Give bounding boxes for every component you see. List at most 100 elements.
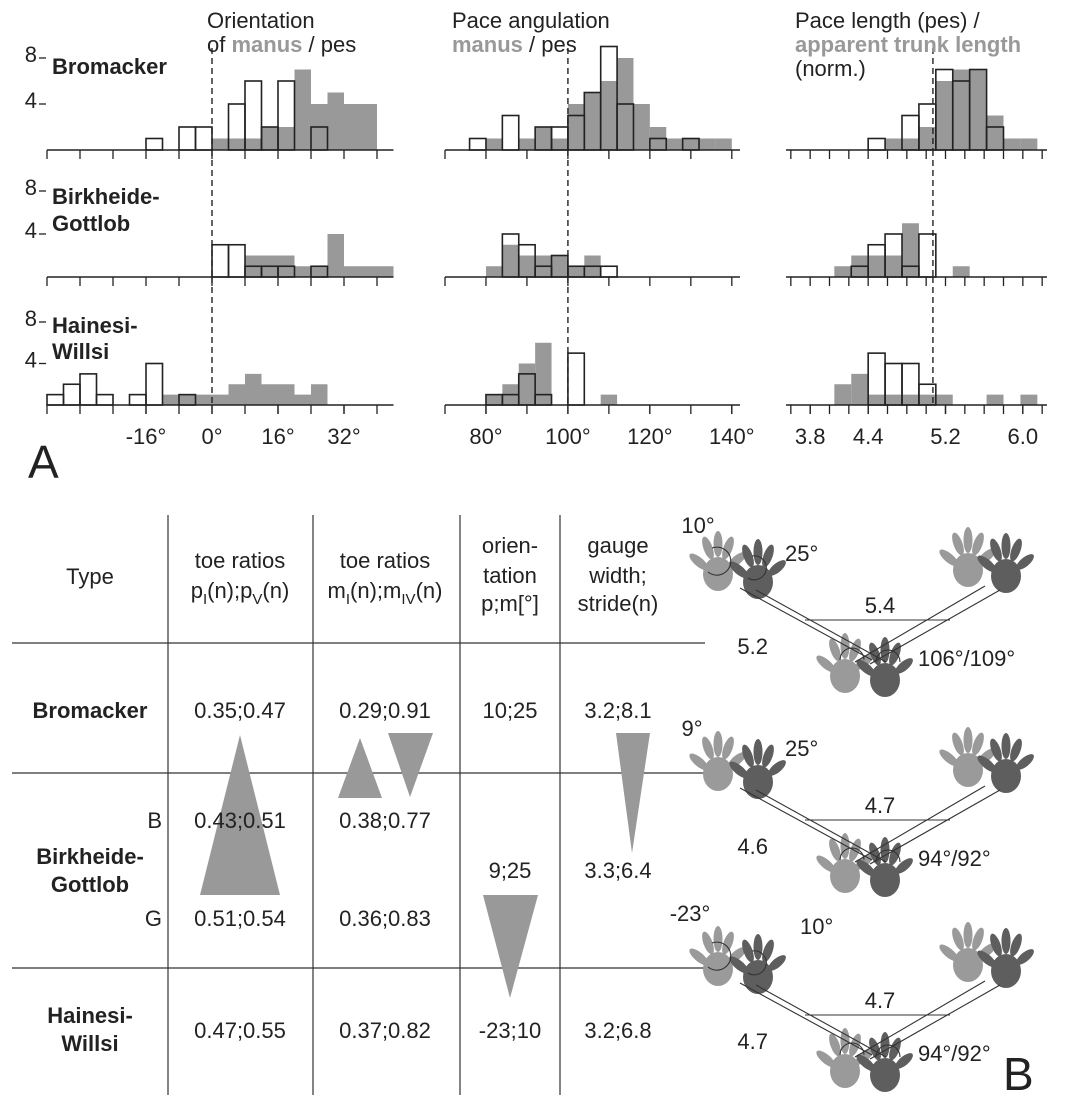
bar-outline — [501, 114, 520, 151]
x-tick-label: 140° — [709, 424, 755, 449]
table-cell: 0.38;0.77 — [339, 808, 431, 833]
panel-title: Pace length (pes) / — [795, 8, 981, 33]
pace-angle-label: 106°/109° — [918, 646, 1015, 671]
trackway-line — [854, 585, 986, 663]
title-text: Pace length (pes) / — [795, 8, 981, 33]
bar-filled — [311, 266, 328, 277]
table-cell: 0.51;0.54 — [194, 906, 286, 931]
bar-filled — [162, 394, 179, 405]
bar-filled — [551, 255, 568, 277]
bar-filled — [278, 127, 295, 150]
header-subscript: I — [203, 591, 207, 608]
stride-label: 4.7 — [737, 1029, 768, 1054]
header-subscript: IV — [401, 591, 415, 608]
x-tick-label: 0° — [201, 424, 222, 449]
header-cell: orien- — [482, 533, 538, 558]
header-text: (n);p — [207, 578, 252, 603]
x-tick-label: 80° — [469, 424, 502, 449]
row-label: Willsi — [52, 339, 109, 364]
bar-outline — [468, 137, 487, 151]
bar-filled — [485, 138, 503, 150]
bar-filled — [699, 138, 716, 150]
panel-label: A — [28, 436, 59, 488]
trackway-line — [755, 984, 887, 1058]
bar-filled — [868, 255, 886, 277]
row-label: Willsi — [61, 1031, 118, 1056]
bar-filled — [377, 266, 394, 277]
bar-filled — [902, 223, 919, 277]
title-text: Orientation — [207, 8, 315, 33]
bar-filled — [485, 394, 503, 405]
bar-filled — [261, 127, 278, 150]
bar-outline — [79, 373, 98, 406]
angle-label: -23° — [670, 901, 711, 926]
angle-label: 10° — [681, 513, 714, 538]
footprint — [686, 531, 749, 591]
bar-outline — [145, 362, 164, 406]
footprint — [974, 928, 1037, 988]
bar-filled — [294, 266, 311, 277]
y-tick-label: 4 — [25, 88, 37, 113]
title-highlight: apparent trunk length — [795, 32, 1021, 57]
footprint — [853, 1032, 916, 1092]
trackway-line — [854, 980, 986, 1058]
bar-filled — [535, 127, 552, 150]
angle-arc — [839, 647, 865, 661]
histogram-panel — [444, 150, 740, 286]
bar-outline — [227, 243, 246, 278]
angle-arc — [839, 1042, 865, 1056]
footprint — [726, 739, 789, 799]
angle-arc — [707, 546, 732, 576]
bar-filled — [327, 92, 344, 150]
header-cell: toe ratios — [340, 548, 431, 573]
bar-filled — [633, 104, 650, 150]
panel-title: apparent trunk length — [795, 32, 1021, 57]
bar-outline — [178, 126, 197, 151]
bar-filled — [584, 92, 601, 150]
bar-filled — [567, 104, 585, 150]
bar-filled — [885, 255, 902, 277]
header-cell: mI(n);mIV(n) — [328, 578, 443, 609]
bar-filled — [485, 266, 503, 277]
bar-filled — [294, 394, 311, 405]
bar-outline — [128, 393, 147, 406]
bar-filled — [278, 384, 295, 405]
header-subscript: I — [346, 591, 350, 608]
footprint — [936, 527, 999, 587]
trackway-line — [755, 789, 887, 863]
bar-filled — [518, 363, 536, 405]
table-cell: 0.29;0.91 — [339, 698, 431, 723]
row-label: Hainesi- — [52, 313, 138, 338]
bar-filled — [344, 104, 361, 150]
bar-filled — [918, 127, 936, 150]
stride-label: 5.2 — [737, 634, 768, 659]
bar-filled — [885, 138, 902, 150]
bar-filled — [535, 342, 552, 405]
bar-outline — [567, 352, 586, 406]
header-subscript: V — [252, 591, 262, 608]
bar-filled — [935, 394, 953, 405]
header-text: (n);m — [350, 578, 401, 603]
footprint — [853, 637, 916, 697]
bar-filled — [952, 69, 970, 150]
panel-title: of manus / pes — [207, 32, 356, 57]
bar-filled — [344, 266, 361, 277]
bar-filled — [212, 394, 229, 405]
angle-label: 10° — [800, 914, 833, 939]
bar-filled — [834, 384, 852, 405]
trend-triangle — [388, 733, 433, 797]
stride-label: 4.6 — [737, 834, 768, 859]
title-text: / pes — [523, 32, 577, 57]
x-tick-label: -16° — [126, 424, 167, 449]
x-tick-label: 120° — [627, 424, 673, 449]
bar-outline — [145, 137, 164, 151]
row-label: Bromacker — [33, 698, 148, 723]
table-cell: 10;25 — [482, 698, 537, 723]
bar-filled — [935, 81, 953, 150]
header-cell: toe ratios — [195, 548, 286, 573]
table-cell: 3.2;6.8 — [584, 1018, 651, 1043]
header-cell: Type — [66, 564, 114, 589]
bar-filled — [1020, 394, 1038, 405]
